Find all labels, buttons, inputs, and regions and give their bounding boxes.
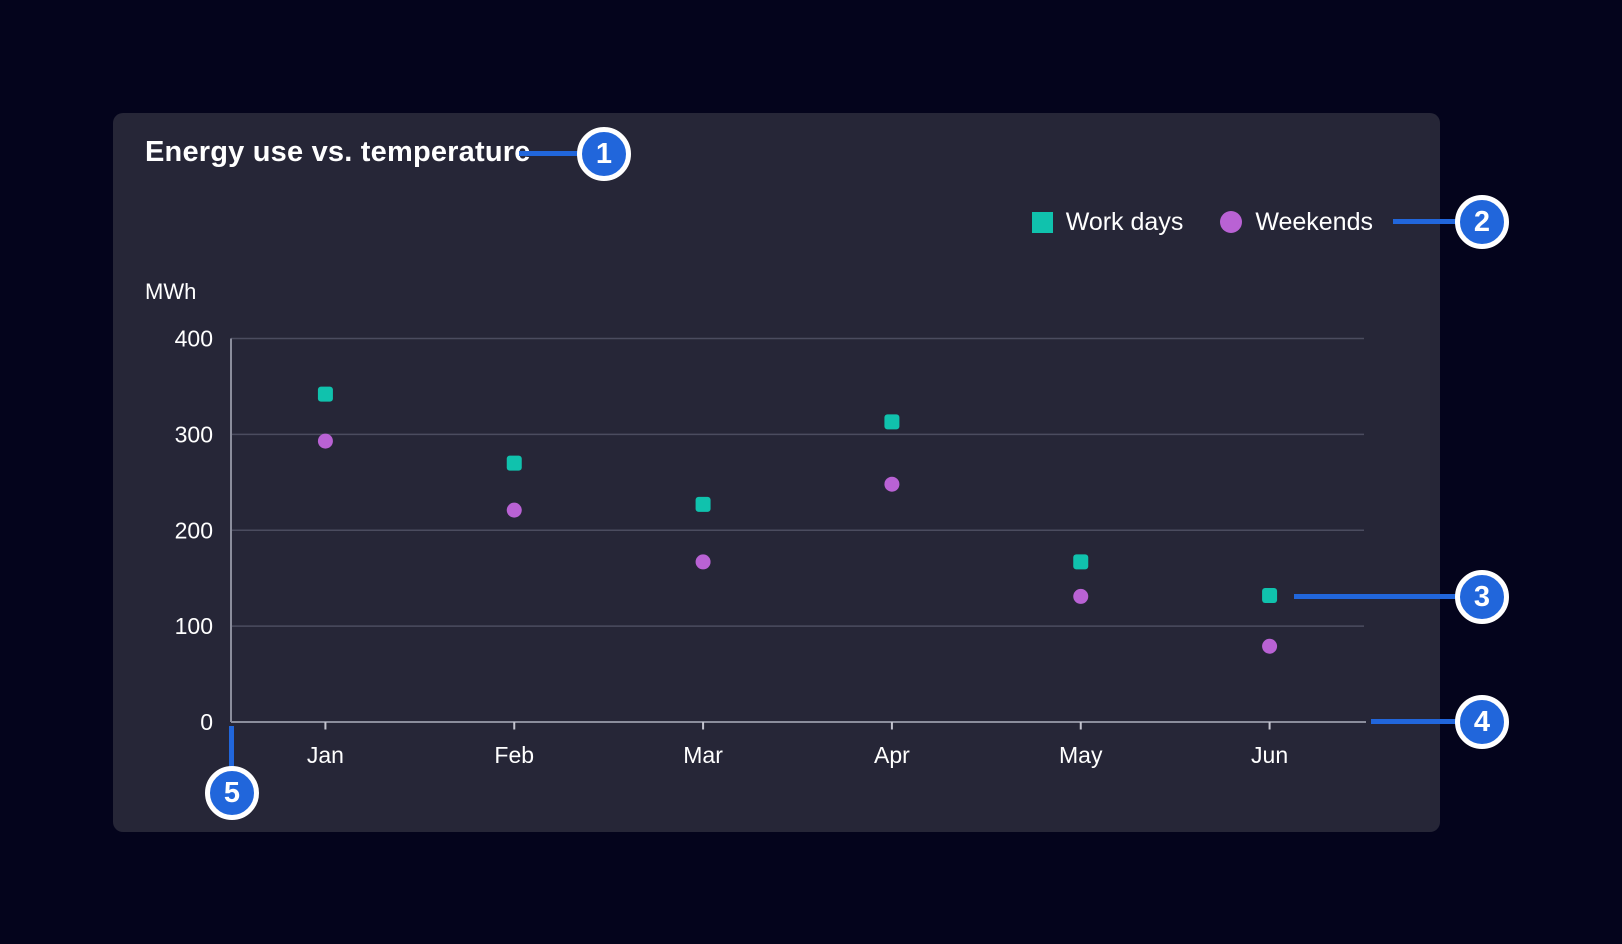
x-tick-mark-mar xyxy=(702,722,705,730)
x-tick-label-jun: Jun xyxy=(1251,742,1288,768)
point-work-days-apr xyxy=(884,414,900,430)
x-tick-label-jan: Jan xyxy=(307,742,344,768)
callout-badge-1: 1 xyxy=(577,127,631,181)
y-tick-label-100: 100 xyxy=(175,613,213,639)
callout-badge-4: 4 xyxy=(1455,695,1509,749)
x-tick-mark-jun xyxy=(1268,722,1271,730)
legend-item-weekends: Weekends xyxy=(1220,208,1373,237)
point-work-days-jan xyxy=(317,386,333,402)
chart-card: Energy use vs. temperature Work days Wee… xyxy=(113,113,1440,832)
point-work-days-may xyxy=(1073,554,1089,570)
callout-badge-3: 3 xyxy=(1455,570,1509,624)
point-weekends-mar xyxy=(695,554,711,570)
x-tick-mark-jan xyxy=(324,722,327,730)
x-tick-label-mar: Mar xyxy=(683,742,723,768)
legend-label-weekends: Weekends xyxy=(1255,207,1373,236)
y-tick-label-400: 400 xyxy=(175,326,213,352)
chart-title: Energy use vs. temperature xyxy=(145,136,531,168)
legend: Work days Weekends xyxy=(1031,207,1373,237)
point-weekends-jun xyxy=(1262,638,1278,654)
point-weekends-feb xyxy=(506,502,522,518)
callout-line-2 xyxy=(1393,219,1456,224)
callout-line-4 xyxy=(1371,719,1456,724)
y-tick-label-0: 0 xyxy=(200,709,213,735)
weekends-circle-marker-icon xyxy=(1220,211,1243,233)
x-tick-mark-feb xyxy=(513,722,516,730)
x-tick-mark-may xyxy=(1079,722,1082,730)
callout-badge-2: 2 xyxy=(1455,195,1509,249)
point-work-days-feb xyxy=(506,455,522,471)
x-tick-label-apr: Apr xyxy=(874,742,910,768)
x-tick-mark-apr xyxy=(890,722,893,730)
point-work-days-mar xyxy=(695,496,711,512)
legend-item-work-days: Work days xyxy=(1031,207,1184,237)
y-axis-unit-label: MWh xyxy=(145,279,197,304)
point-weekends-jan xyxy=(317,433,333,449)
callout-line-5 xyxy=(229,726,234,767)
y-tick-label-300: 300 xyxy=(175,421,213,447)
callout-line-3 xyxy=(1294,594,1456,599)
scatter-plot: 0 100 200 300 400 Jan Feb Mar Apr May Jun xyxy=(175,326,1366,768)
point-weekends-apr xyxy=(884,476,900,492)
callout-badge-5: 5 xyxy=(205,766,259,820)
x-tick-label-may: May xyxy=(1059,742,1103,768)
point-weekends-may xyxy=(1073,588,1089,604)
work-days-square-marker-icon xyxy=(1031,211,1053,233)
callout-line-1 xyxy=(519,151,580,156)
x-tick-label-feb: Feb xyxy=(494,742,534,768)
legend-label-work-days: Work days xyxy=(1065,207,1184,236)
y-tick-label-200: 200 xyxy=(175,517,213,543)
point-work-days-jun xyxy=(1262,587,1278,603)
